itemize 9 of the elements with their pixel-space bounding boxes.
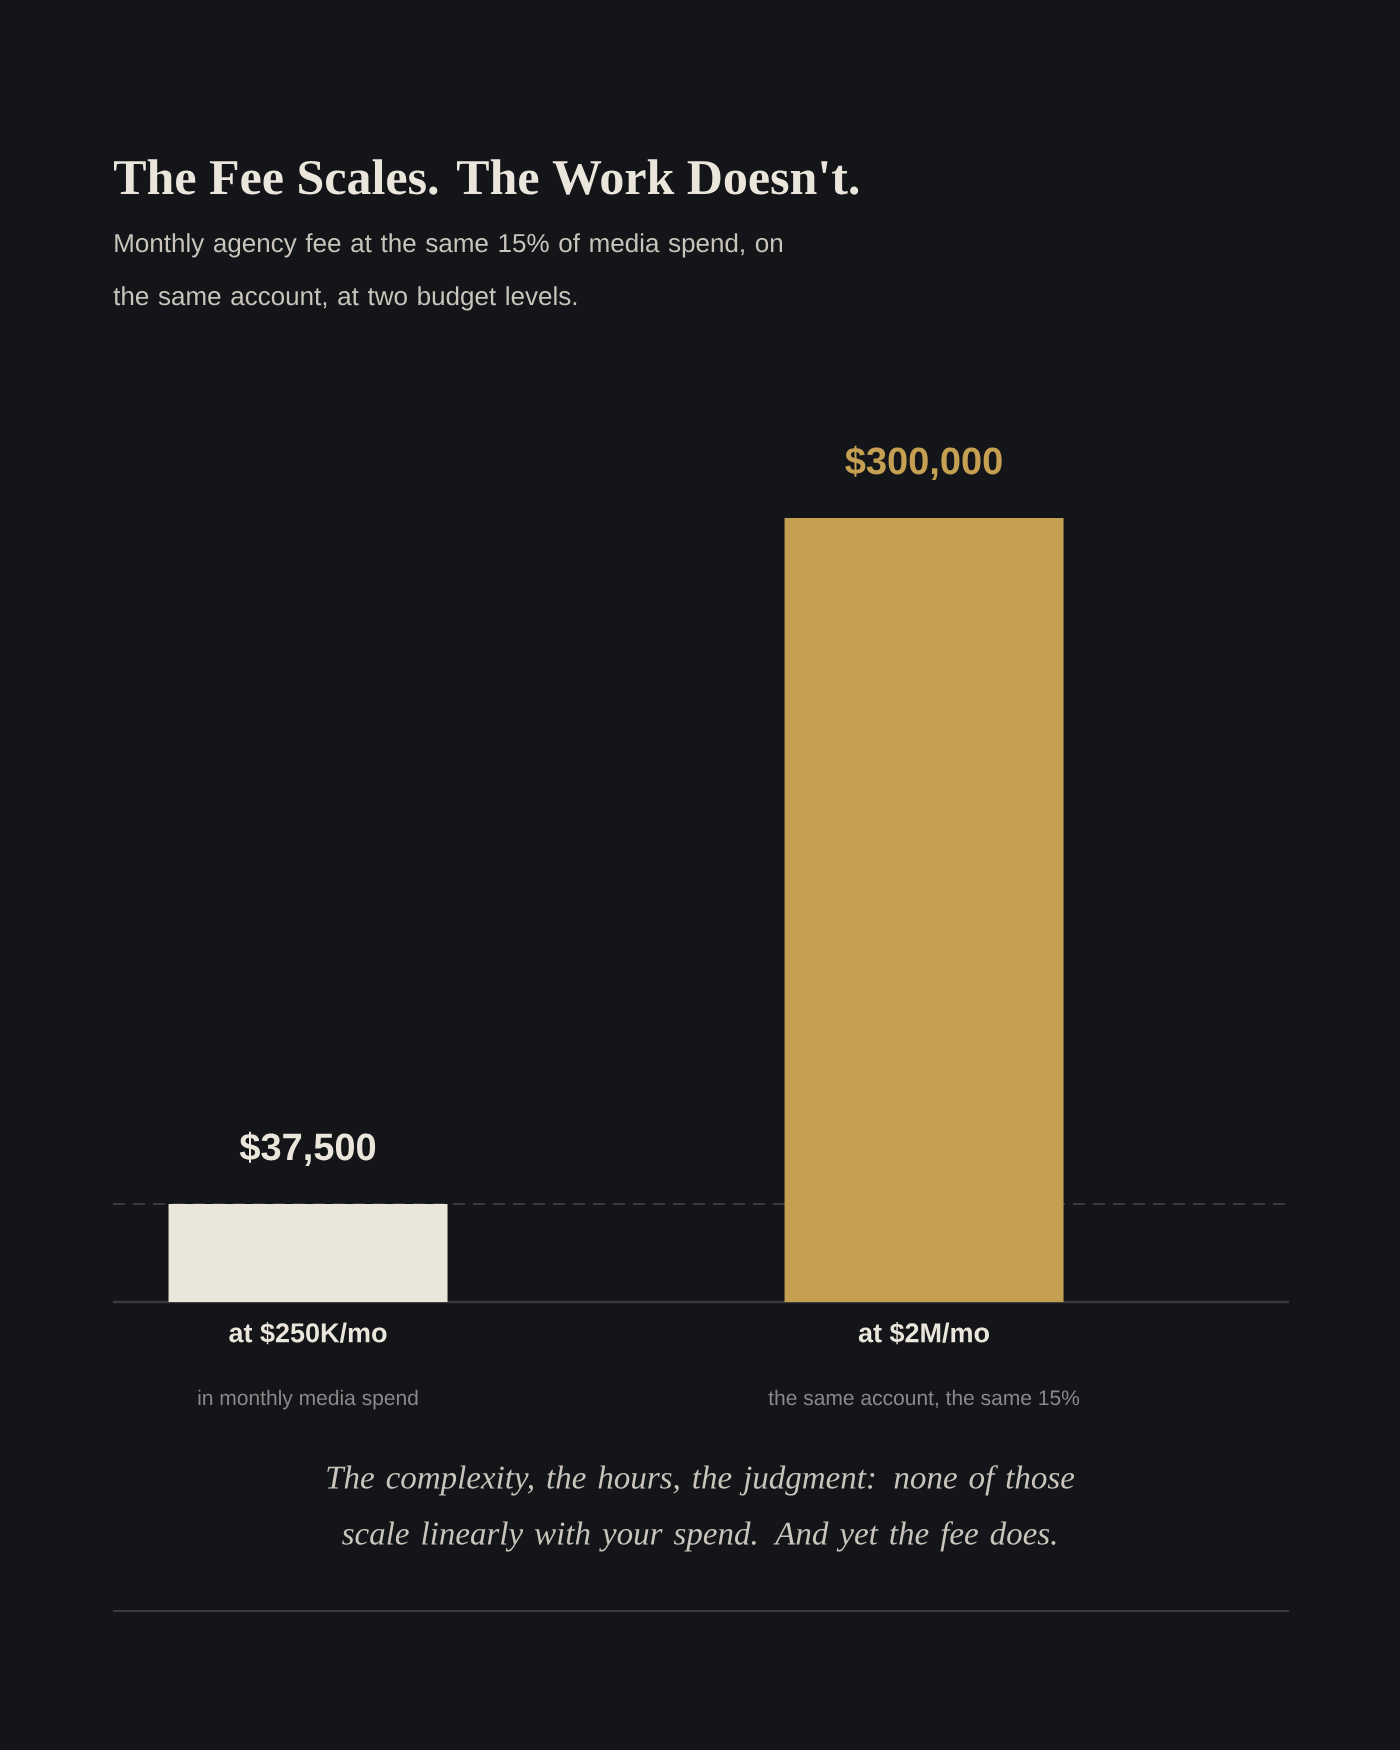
data-label: $37,500: [239, 1131, 376, 1166]
text: in monthly media spend: [198, 1389, 418, 1410]
text: The complexity, the hours, the judgment: none of those scale linearly with your spend. And yet the fee does.: [327, 1465, 1075, 1552]
x-tick-label: at $2M/mo: [858, 1322, 989, 1345]
x-tick-label: at $250K/mo: [229, 1322, 387, 1345]
chart-title: The Fee Scales. The Work Doesn't.: [113, 159, 859, 195]
text: the same account, the same 15%: [768, 1389, 1080, 1408]
data-label: $300,000: [845, 445, 1002, 480]
chart-subtitle: Monthly agency fee at the same 15% of media spend, on the same account, at two budget levels.: [113, 233, 782, 311]
